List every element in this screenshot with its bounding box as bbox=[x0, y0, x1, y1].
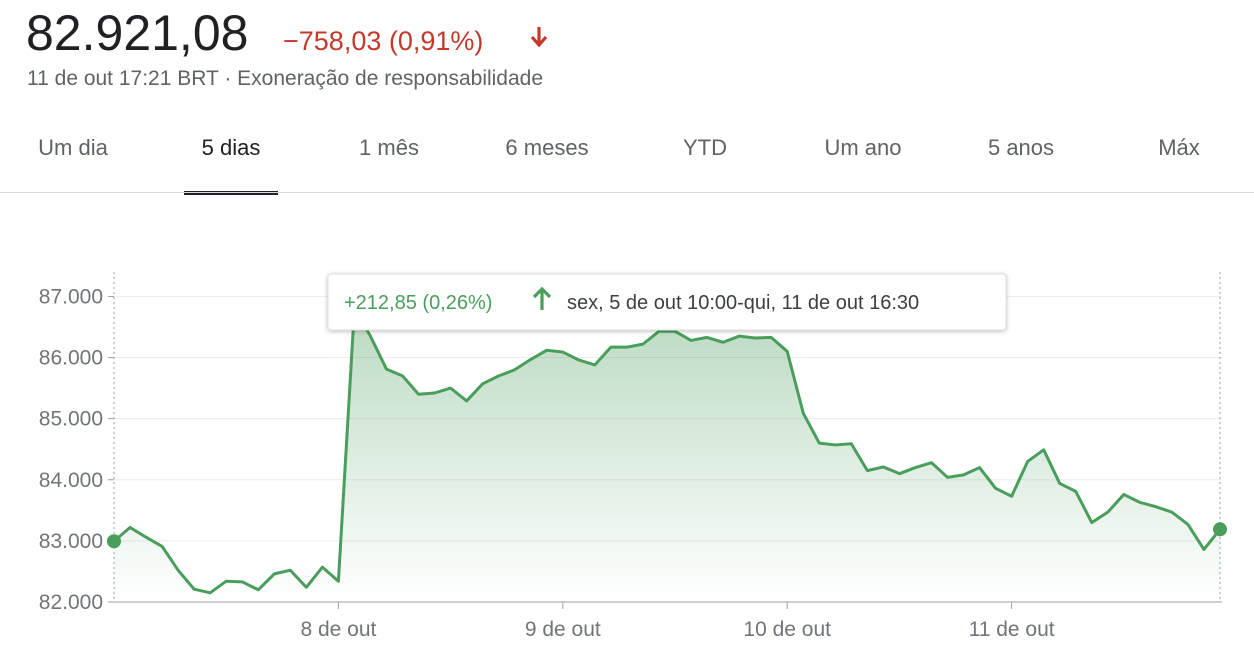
tab[interactable]: 5 anos bbox=[988, 135, 1054, 160]
tab[interactable]: 1 mês bbox=[359, 135, 419, 160]
area bbox=[114, 308, 1220, 602]
y-tick-label: 85.000 bbox=[39, 408, 103, 431]
chart: 82.000 83.000 84.000 85.000 86.000 87.000 8 de… bbox=[39, 272, 1227, 641]
up-arrow bbox=[532, 286, 552, 310]
price-change: −758,03 (0,91%) bbox=[283, 26, 483, 56]
tooltip: +212,85 (0,26%) sex, 5 de out 10:00-qui,… bbox=[327, 273, 1007, 331]
tab[interactable]: 6 meses bbox=[505, 135, 588, 160]
line bbox=[113, 307, 1222, 595]
tab[interactable]: 5 dias bbox=[202, 135, 261, 160]
timestamp: 11 de out 17:21 BRT · Exoneração de resp… bbox=[27, 67, 543, 90]
tab[interactable]: YTD bbox=[683, 135, 727, 160]
tooltip-change: +212,85 (0,26%) bbox=[344, 292, 492, 314]
y-tick-label: 86.000 bbox=[39, 347, 103, 370]
price: 82.921,08 bbox=[26, 5, 248, 61]
y-tick-label: 84.000 bbox=[39, 469, 103, 492]
end-dot bbox=[1213, 522, 1227, 537]
tooltip-box bbox=[327, 273, 1007, 331]
x-tick-label: 9 de out bbox=[525, 618, 601, 641]
y-tick-label: 87.000 bbox=[39, 285, 103, 308]
tab-bar: Um dia 5 dias 1 mês 6 meses YTD Um ano 5 anos M… bbox=[38, 135, 1200, 195]
y-tick-label: 82.000 bbox=[39, 591, 103, 614]
x-tick-label: 10 de out bbox=[743, 618, 831, 641]
tab[interactable]: Máx bbox=[1158, 135, 1200, 160]
tab[interactable]: Um ano bbox=[824, 135, 901, 160]
y-tick-label: 83.000 bbox=[39, 530, 103, 553]
end-dot bbox=[107, 534, 121, 549]
x-tick-label: 11 de out bbox=[969, 618, 1055, 641]
tooltip-range: sex, 5 de out 10:00-qui, 11 de out 16:30 bbox=[567, 292, 919, 314]
tab[interactable]: Um dia bbox=[38, 135, 108, 160]
x-tick-label: 8 de out bbox=[300, 618, 376, 641]
down-arrow bbox=[530, 27, 548, 48]
